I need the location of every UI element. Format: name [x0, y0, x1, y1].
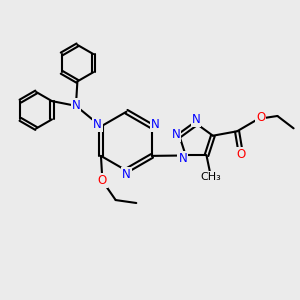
Text: O: O: [98, 174, 107, 188]
Text: N: N: [93, 118, 102, 130]
Text: N: N: [171, 128, 180, 141]
Text: O: O: [256, 111, 265, 124]
Text: N: N: [71, 99, 80, 112]
Text: N: N: [178, 152, 187, 165]
Text: N: N: [122, 168, 131, 181]
Text: N: N: [192, 113, 200, 127]
Text: CH₃: CH₃: [200, 172, 221, 182]
Text: O: O: [236, 148, 245, 161]
Text: N: N: [151, 118, 160, 130]
